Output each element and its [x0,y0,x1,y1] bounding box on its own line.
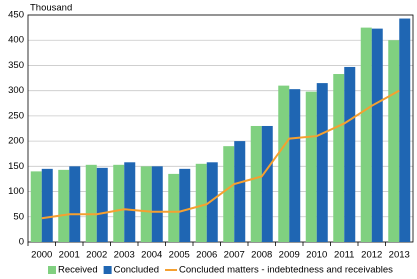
bar [333,74,345,243]
y-tick-label: 350 [8,60,24,71]
x-tick-label: 2010 [306,250,327,261]
bar [399,18,411,242]
bar [250,125,262,242]
legend-swatch [48,266,56,274]
bar [371,28,383,243]
bar [151,166,163,242]
x-tick-label: 2006 [196,250,217,261]
x-tick-label: 2002 [86,250,107,261]
legend-swatch [103,266,112,274]
x-tick-label: 2005 [169,250,190,261]
line [41,89,400,220]
bar [69,166,81,242]
x-tick-label: 2011 [334,250,354,261]
bar [41,168,53,242]
bar [168,173,180,242]
bar [58,169,70,242]
x-tick-label: 2008 [251,250,272,261]
bar [360,27,372,242]
bar [179,168,191,242]
y-tick-label: 150 [8,161,24,172]
y-tick-label: 100 [8,186,24,197]
bar [289,89,301,242]
y-tick-label: 250 [8,110,24,121]
bar [344,66,356,242]
bar [278,85,290,242]
y-tick-label: 50 [13,211,24,222]
bar [305,91,317,242]
bar [234,141,246,242]
y-tick-label: 200 [8,136,24,147]
bar [388,40,400,242]
x-tick-label: 2001 [59,250,80,261]
y-tick-label: 300 [8,85,24,96]
legend-label: Concluded matters - indebtedness and rec… [179,265,393,276]
bar [113,164,125,242]
bar [124,162,136,242]
legend-label: Received [58,265,98,276]
bar [316,83,328,242]
bar [85,164,97,242]
x-tick-label: 2007 [224,250,245,261]
x-tick-label: 2013 [389,250,410,261]
bar [30,171,42,242]
y-tick-label: 400 [8,35,24,46]
bar [261,125,273,242]
x-tick-label: 2004 [141,250,162,261]
bar [206,162,218,242]
x-tick-label: 2000 [31,250,52,261]
y-axis-unit: Thousand [30,3,72,14]
bar [96,167,108,242]
bar [140,166,152,242]
x-tick-label: 2003 [114,250,135,261]
legend-label: Concluded [114,265,159,276]
bar [223,146,235,242]
bar [195,163,207,242]
x-tick-label: 2012 [361,250,382,261]
x-tick-label: 2009 [279,250,300,261]
y-tick-label: 450 [8,10,24,21]
y-tick-label: 0 [19,237,24,248]
